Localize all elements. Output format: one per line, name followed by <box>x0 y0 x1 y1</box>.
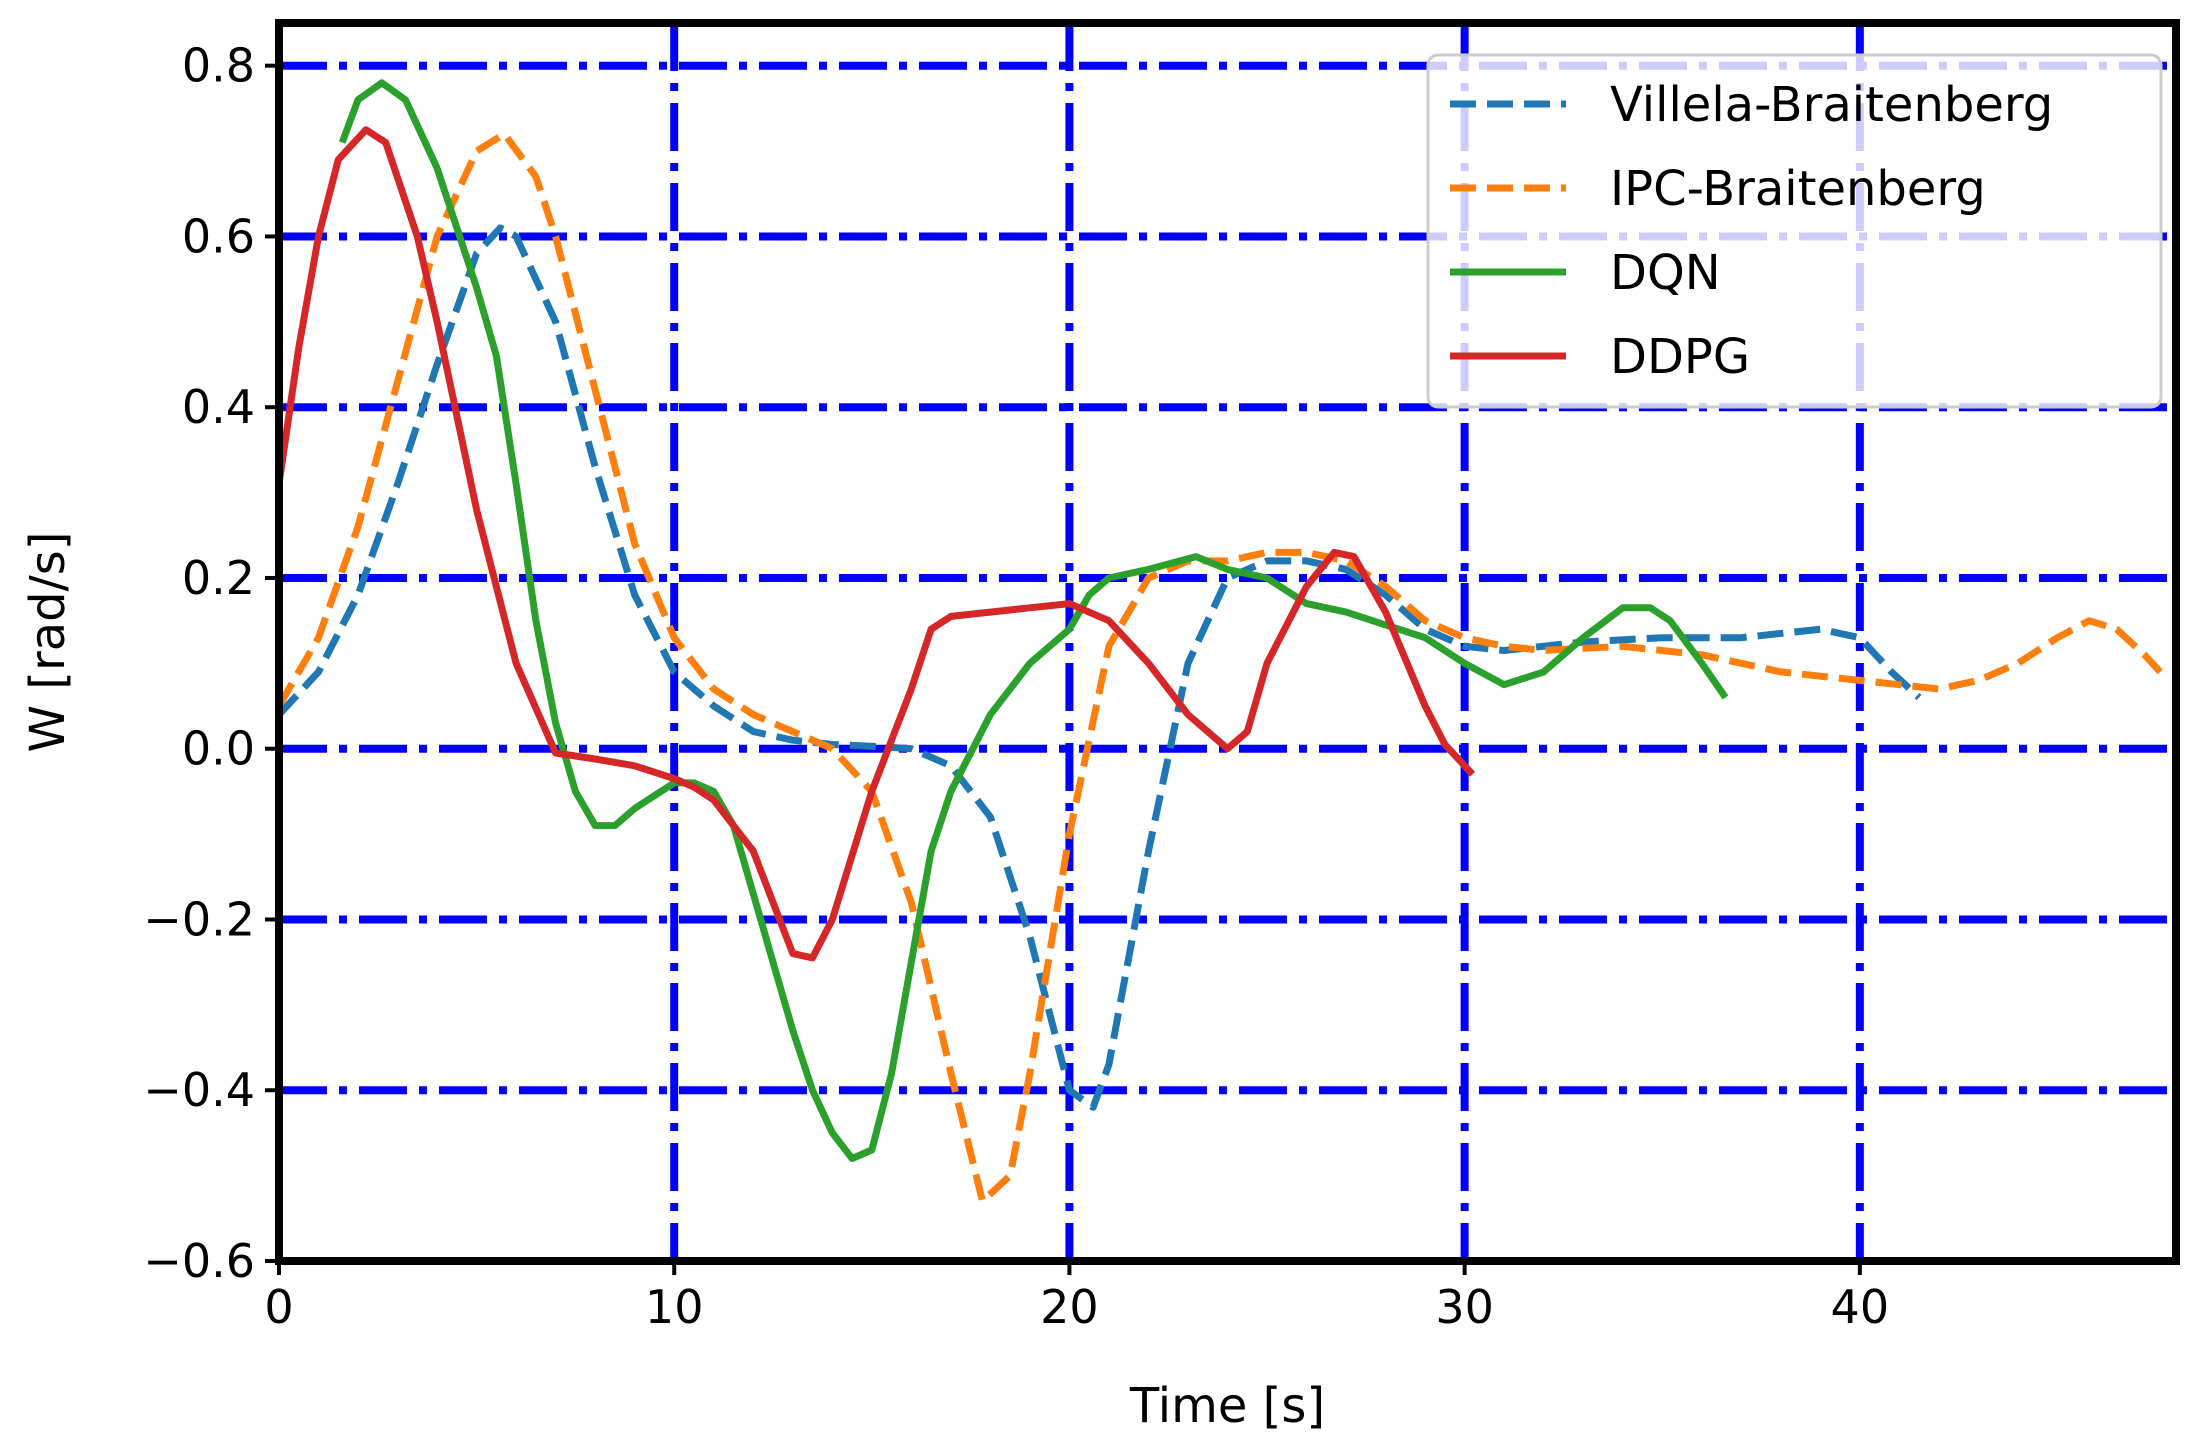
y-tick-label: 0.8 <box>182 39 255 93</box>
x-axis-label: Time [s] <box>1129 1378 1325 1434</box>
x-tick-label: 10 <box>645 1280 704 1334</box>
y-tick-label: −0.4 <box>143 1063 255 1117</box>
legend-box <box>1426 53 2163 409</box>
legend-label: Villela-Braitenberg <box>1610 77 2053 133</box>
y-axis-label: W [rad/s] <box>20 532 76 753</box>
series-line-ipc-braitenberg <box>275 130 2163 1205</box>
y-tick-label: 0.2 <box>182 551 255 605</box>
y-tick-label: 0.4 <box>182 380 255 434</box>
y-tick-label: 0.0 <box>182 722 255 776</box>
axis-ticks: 0 10 20 30 40 −0.6 −0.4 −0.2 0.0 0.2 0.4 0.6 0.8 <box>143 39 1889 1334</box>
x-tick-label: 30 <box>1435 1280 1494 1334</box>
series-line-ddpg <box>275 126 1476 962</box>
x-tick-label: 20 <box>1040 1280 1099 1334</box>
y-tick-label: −0.2 <box>143 892 255 946</box>
legend: Villela-Braitenberg IPC-Braitenberg DQN DDP… <box>1426 53 2163 409</box>
legend-label: IPC-Braitenberg <box>1610 161 1986 217</box>
y-tick-label: 0.6 <box>182 209 255 263</box>
x-tick-label: 0 <box>264 1280 293 1334</box>
x-tick-label: 40 <box>1831 1280 1890 1334</box>
legend-label: DDPG <box>1610 329 1750 385</box>
plot-frame <box>275 19 2180 1265</box>
y-tick-label: −0.6 <box>143 1234 255 1288</box>
legend-label: DQN <box>1610 245 1721 301</box>
series-lines <box>275 79 2163 1205</box>
series-line-dqn <box>338 79 1729 1162</box>
